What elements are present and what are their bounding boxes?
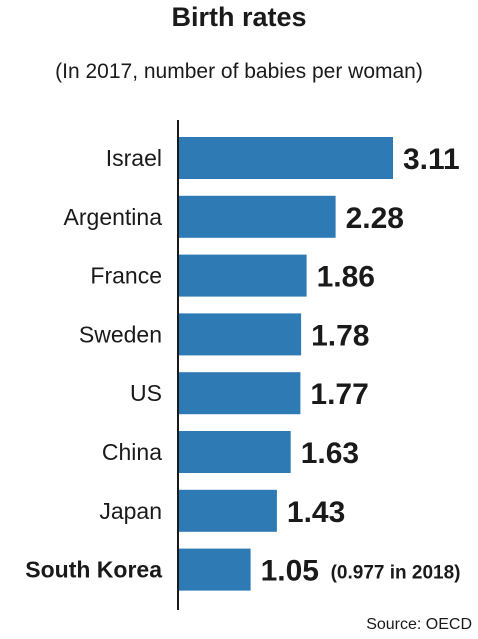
category-label-sweden: Sweden xyxy=(79,321,162,347)
bar-france xyxy=(178,254,307,297)
annotation-2018: (0.977 in 2018) xyxy=(331,563,461,584)
chart-title: Birth rates xyxy=(171,2,307,32)
bar-japan xyxy=(178,489,277,532)
value-label-argentina: 2.28 xyxy=(346,202,404,235)
source-note: Source: OECD xyxy=(366,616,472,633)
value-label-israel: 3.11 xyxy=(403,143,460,176)
category-label-south-korea: South Korea xyxy=(25,557,162,583)
chart-subtitle: (In 2017, number of babies per woman) xyxy=(55,60,423,83)
value-label-france: 1.86 xyxy=(317,261,375,294)
value-label-japan: 1.43 xyxy=(287,496,345,529)
value-label-us: 1.77 xyxy=(310,378,368,411)
bar-argentina xyxy=(178,195,336,238)
value-label-sweden: 1.78 xyxy=(311,319,369,352)
category-label-argentina: Argentina xyxy=(64,204,163,230)
category-label-france: France xyxy=(90,263,162,289)
bar-us xyxy=(178,372,301,415)
value-label-south-korea: 1.05 xyxy=(261,555,319,588)
category-label-japan: Japan xyxy=(99,498,162,524)
bar-sweden xyxy=(178,313,302,356)
category-label-israel: Israel xyxy=(106,145,162,171)
bar-china xyxy=(178,431,291,473)
value-label-china: 1.63 xyxy=(301,437,359,470)
bar-israel xyxy=(178,137,393,179)
category-label-china: China xyxy=(102,439,162,465)
bar-south-korea xyxy=(178,548,251,591)
category-label-us: US xyxy=(130,380,162,406)
